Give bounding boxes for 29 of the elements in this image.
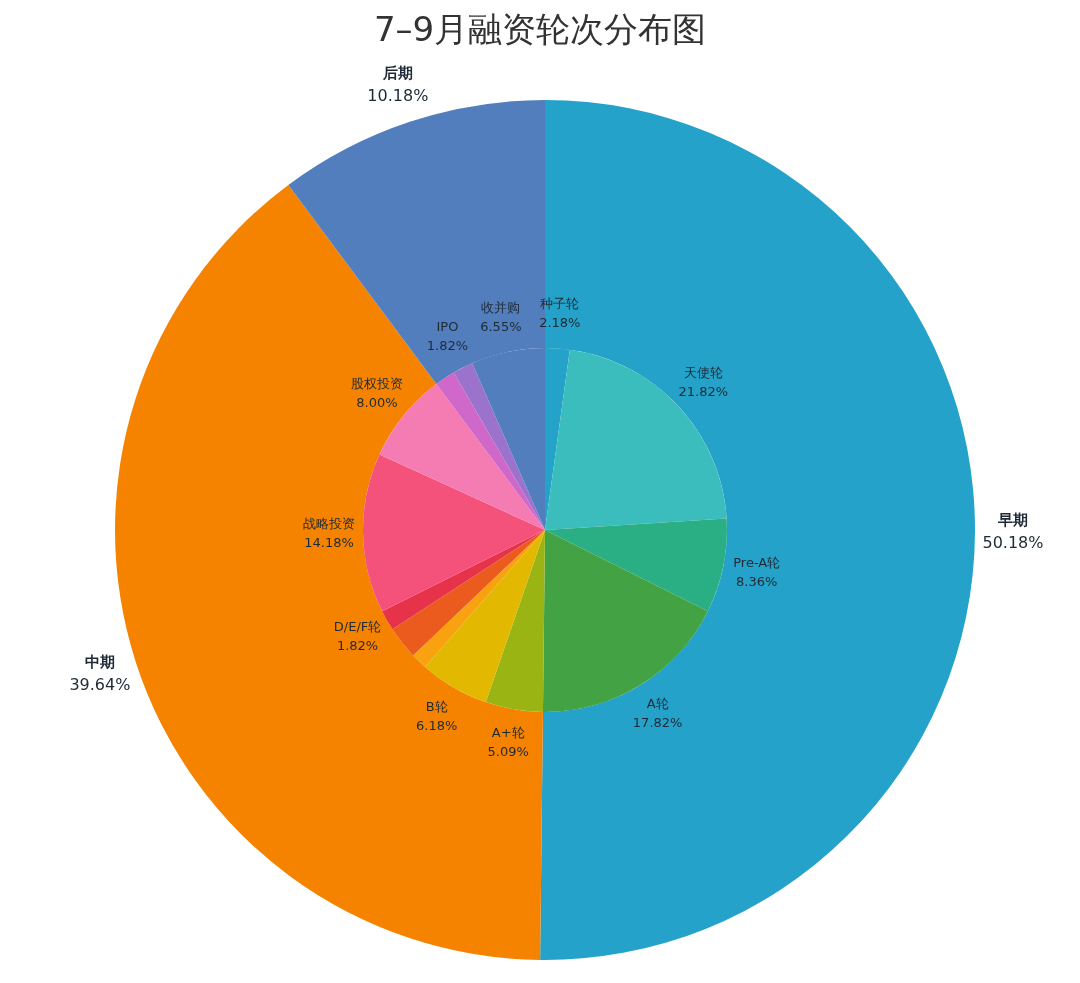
slice-label: B轮 — [425, 698, 448, 714]
slice-label: 战略投资 — [303, 515, 356, 531]
slice-label: A轮 — [646, 696, 669, 712]
data-label: 6.55% — [480, 319, 522, 335]
slice-label: 收并购 — [481, 300, 521, 316]
data-label: 8.36% — [736, 573, 778, 589]
data-label: 21.82% — [678, 383, 729, 399]
slice-label: 中期 — [84, 653, 115, 672]
slice-label: 种子轮 — [540, 296, 580, 312]
data-label: 1.82% — [336, 638, 379, 654]
data-label: 14.18% — [304, 534, 354, 550]
data-label: 6.18% — [416, 717, 458, 733]
data-label: 1.82% — [426, 338, 469, 354]
slice-label: 后期 — [381, 64, 413, 83]
data-label: 8.00% — [356, 395, 398, 411]
slice-label: A+轮 — [491, 724, 525, 740]
slice-label: Pre-A轮 — [733, 554, 781, 570]
chart-title: 7–9月融资轮次分布图 — [373, 8, 707, 49]
slice-label: IPO — [436, 319, 459, 335]
data-label: 5.09% — [487, 743, 529, 759]
data-label: 10.18% — [367, 86, 429, 106]
data-label: 50.18% — [982, 533, 1044, 553]
slice-label: 股权投资 — [350, 376, 403, 392]
slice-label: D/E/F轮 — [333, 619, 382, 635]
data-label: 17.82% — [632, 715, 683, 731]
slice-label: 早期 — [996, 511, 1028, 530]
data-label: 39.64% — [69, 675, 131, 695]
data-label: 2.18% — [539, 315, 581, 331]
slice-label: 天使轮 — [683, 364, 723, 380]
